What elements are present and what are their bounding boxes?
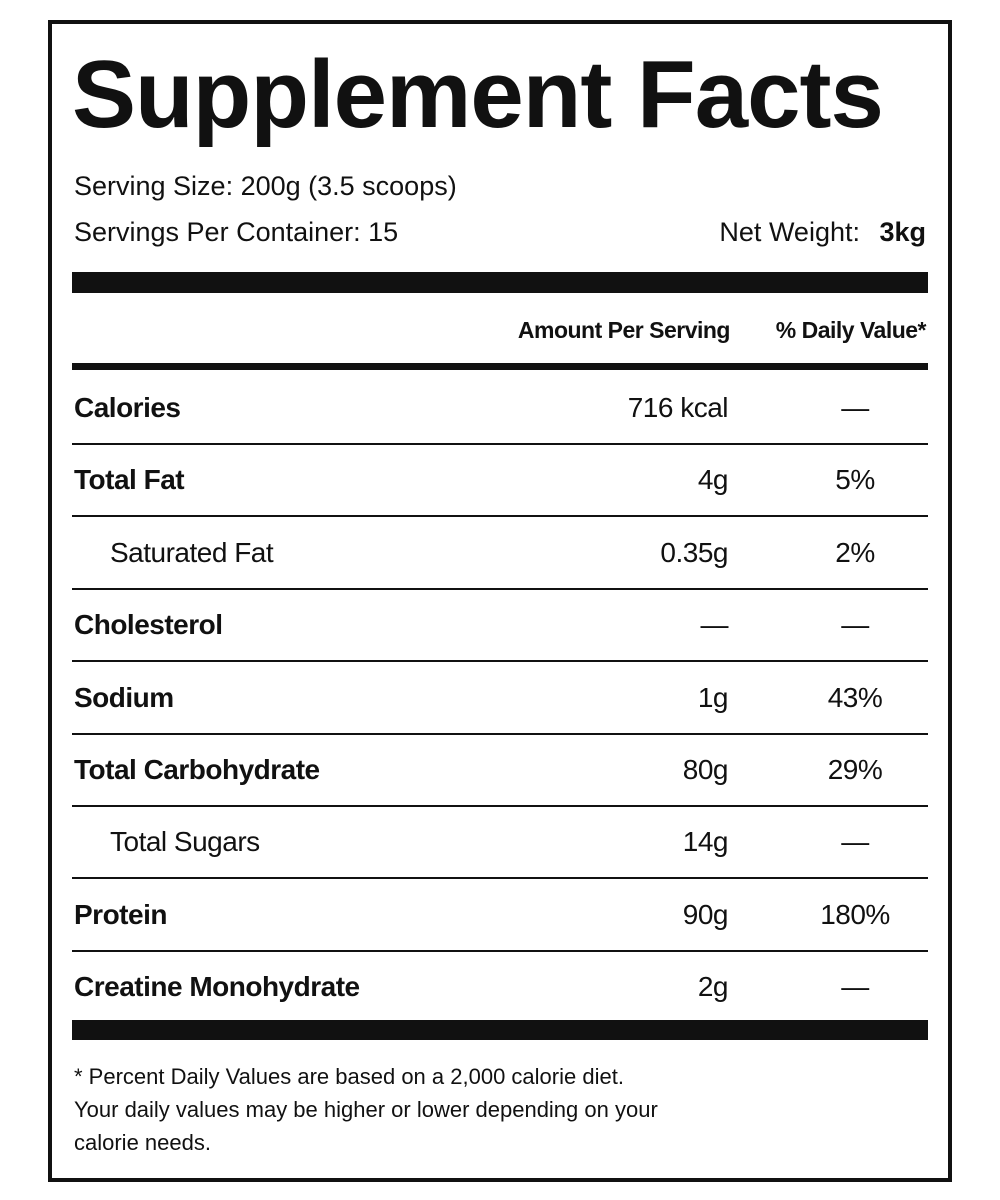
nutrient-row: Protein 90g 180% xyxy=(72,879,928,952)
net-weight-label: Net Weight: xyxy=(719,217,860,247)
nutrient-name: Total Fat xyxy=(74,464,185,496)
nutrient-row: Total Carbohydrate 80g 29% xyxy=(72,734,928,807)
daily-value: — xyxy=(841,971,869,1003)
amount: — xyxy=(700,609,729,641)
nutrient-row: Total Sugars 14g — xyxy=(72,806,928,880)
amount: 716 kcal xyxy=(627,392,729,423)
daily-value: — xyxy=(841,609,869,641)
thick-rule xyxy=(72,272,928,293)
daily-value: 43% xyxy=(827,681,883,713)
nutrient-name: Protein xyxy=(74,898,167,930)
daily-value: 180% xyxy=(820,898,890,930)
serving-size: Serving Size: 200g (3.5 scoops) xyxy=(74,171,457,201)
column-header: Amount Per Serving xyxy=(517,317,731,343)
daily-value: — xyxy=(841,392,869,423)
daily-value: — xyxy=(841,826,869,858)
amount: 0.35g xyxy=(660,536,728,568)
amount: 14g xyxy=(682,826,729,858)
amount: 90g xyxy=(682,898,729,930)
footnote: Your daily values may be higher or lower… xyxy=(74,1097,658,1122)
footnote: * Percent Daily Values are based on a 2,… xyxy=(74,1064,624,1089)
nutrient-row: Total Fat 4g 5% xyxy=(72,444,928,518)
nutrient-row: Creatine Monohydrate 2g — xyxy=(72,951,928,1022)
daily-value: 2% xyxy=(835,536,875,568)
nutrient-name: Calories xyxy=(74,392,181,423)
nutrient-name: Total Sugars xyxy=(110,826,260,858)
servings-per-container: Servings Per Container: 15 xyxy=(74,217,399,247)
amount: 1g xyxy=(697,681,729,713)
amount: 2g xyxy=(697,971,729,1003)
nutrient-row: Cholesterol — — xyxy=(72,589,928,663)
medium-rule xyxy=(72,363,928,370)
nutrient-row: Saturated Fat 0.35g 2% xyxy=(72,517,928,590)
title: Supplement Facts xyxy=(72,41,884,148)
nutrient-name: Saturated Fat xyxy=(110,536,274,568)
footnote: calorie needs. xyxy=(74,1130,211,1155)
nutrient-name: Total Carbohydrate xyxy=(74,754,320,785)
thick-rule xyxy=(72,1020,928,1040)
net-weight-value: 3kg xyxy=(879,217,926,247)
nutrient-name: Cholesterol xyxy=(74,609,223,641)
nutrient-row: Calories 716 kcal — xyxy=(72,372,928,445)
label-frame xyxy=(48,20,952,1182)
amount: 80g xyxy=(682,754,729,785)
column-header: % Daily Value* xyxy=(775,317,927,343)
daily-value: 29% xyxy=(827,754,883,785)
nutrient-row: Sodium 1g 43% xyxy=(72,662,928,735)
amount: 4g xyxy=(697,464,729,496)
nutrient-name: Sodium xyxy=(74,681,174,713)
daily-value: 5% xyxy=(835,464,875,496)
nutrient-name: Creatine Monohydrate xyxy=(74,971,360,1003)
